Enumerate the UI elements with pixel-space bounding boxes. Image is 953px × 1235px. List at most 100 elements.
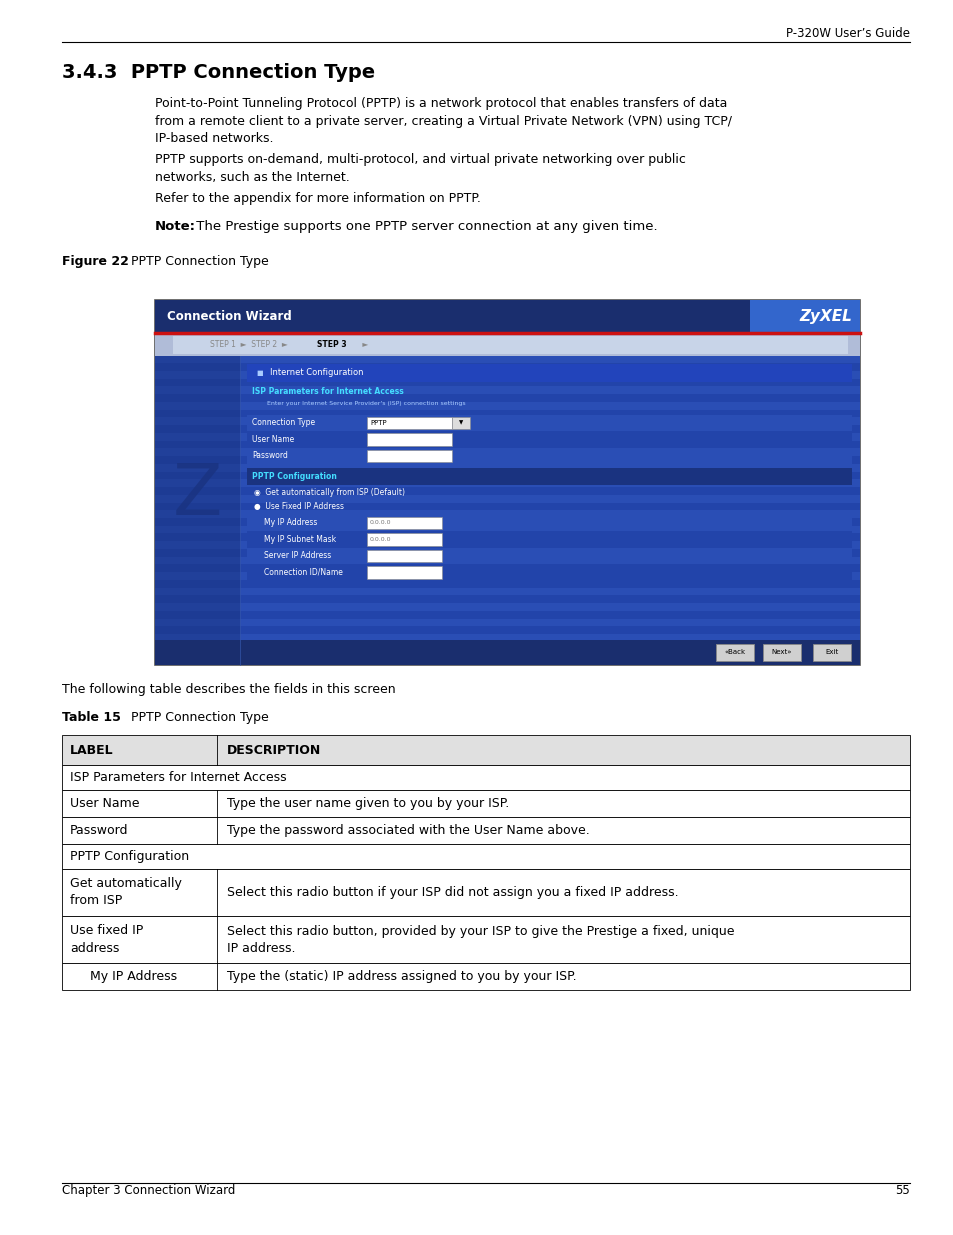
Text: PPTP Connection Type: PPTP Connection Type <box>119 711 269 724</box>
Bar <box>154 472 859 479</box>
Text: Server IP Address: Server IP Address <box>264 551 331 561</box>
Text: P-320W User’s Guide: P-320W User’s Guide <box>785 27 909 40</box>
Bar <box>367 566 441 578</box>
Bar <box>154 580 859 588</box>
Bar <box>62 818 909 844</box>
Text: Enter your Internet Service Provider's (ISP) connection settings: Enter your Internet Service Provider's (… <box>267 400 465 405</box>
Text: My IP Address: My IP Address <box>90 969 177 983</box>
Bar <box>154 433 859 441</box>
Bar <box>452 416 470 429</box>
Text: ●  Use Fixed IP Address: ● Use Fixed IP Address <box>253 501 344 511</box>
Bar <box>154 363 859 370</box>
Text: User Name: User Name <box>70 797 139 810</box>
Text: STEP 1  ►  STEP 2  ►: STEP 1 ► STEP 2 ► <box>210 340 288 350</box>
Text: My IP Address: My IP Address <box>264 519 317 527</box>
Text: Exit: Exit <box>824 650 838 656</box>
Bar <box>247 547 851 564</box>
Bar <box>154 387 859 394</box>
Text: IP-based networks.: IP-based networks. <box>154 132 274 144</box>
Text: ISP Parameters for Internet Access: ISP Parameters for Internet Access <box>70 771 286 784</box>
Bar <box>367 433 452 446</box>
Bar <box>154 417 859 425</box>
Bar <box>367 516 441 529</box>
Text: Internet Configuration: Internet Configuration <box>270 368 363 377</box>
Text: ►: ► <box>359 340 368 350</box>
Bar <box>154 356 240 664</box>
Text: from a remote client to a private server, creating a Virtual Private Network (VP: from a remote client to a private server… <box>154 115 731 127</box>
Bar <box>247 564 851 580</box>
Bar <box>154 370 859 379</box>
Bar <box>154 526 859 534</box>
Bar <box>154 495 859 503</box>
Bar <box>154 548 859 557</box>
Text: Type the (static) IP address assigned to you by your ISP.: Type the (static) IP address assigned to… <box>227 969 576 983</box>
Text: Connection ID/Name: Connection ID/Name <box>264 568 342 577</box>
Bar <box>247 447 851 464</box>
Text: Figure 22: Figure 22 <box>62 254 129 268</box>
Text: ◉  Get automatically from ISP (Default): ◉ Get automatically from ISP (Default) <box>253 488 405 496</box>
Bar <box>62 869 909 916</box>
Bar <box>154 464 859 472</box>
Text: «Back: «Back <box>723 650 745 656</box>
Bar <box>154 300 859 333</box>
Text: User Name: User Name <box>252 435 294 443</box>
Text: 0.0.0.0: 0.0.0.0 <box>370 537 391 542</box>
Bar <box>62 844 909 869</box>
Bar <box>247 363 851 382</box>
Bar <box>154 441 859 448</box>
Text: PPTP Configuration: PPTP Configuration <box>252 472 336 480</box>
Bar <box>154 479 859 487</box>
Bar <box>154 517 859 526</box>
Bar <box>154 619 859 626</box>
Text: STEP 3: STEP 3 <box>316 340 346 350</box>
Bar <box>154 642 859 650</box>
Text: ■: ■ <box>255 369 262 375</box>
Bar <box>154 356 859 363</box>
Bar <box>154 657 859 664</box>
Bar <box>154 503 859 510</box>
Text: Point-to-Point Tunneling Protocol (PPTP) is a network protocol that enables tran: Point-to-Point Tunneling Protocol (PPTP)… <box>154 98 726 110</box>
Bar <box>367 534 441 546</box>
Bar <box>172 336 847 353</box>
Bar <box>154 626 859 634</box>
Text: PPTP Connection Type: PPTP Connection Type <box>119 254 269 268</box>
Text: Select this radio button, provided by your ISP to give the Prestige a fixed, uni: Select this radio button, provided by yo… <box>227 925 734 955</box>
Bar <box>154 595 859 603</box>
Bar <box>716 643 753 661</box>
Bar <box>62 764 909 790</box>
Bar <box>154 401 859 410</box>
Text: ▼: ▼ <box>458 420 462 425</box>
Bar <box>367 416 452 429</box>
Text: Chapter 3 Connection Wizard: Chapter 3 Connection Wizard <box>62 1184 235 1197</box>
Bar <box>154 534 859 541</box>
Bar <box>247 468 851 484</box>
Bar <box>154 588 859 595</box>
Text: 55: 55 <box>894 1184 909 1197</box>
Text: PPTP: PPTP <box>370 420 386 426</box>
Bar <box>247 531 851 547</box>
Bar <box>154 611 859 619</box>
Text: Get automatically
from ISP: Get automatically from ISP <box>70 878 182 908</box>
Text: ZyXEL: ZyXEL <box>799 309 851 324</box>
Bar <box>247 431 851 447</box>
Bar <box>749 300 859 333</box>
Text: Note:: Note: <box>154 220 195 233</box>
Bar <box>154 603 859 611</box>
Bar <box>154 410 859 417</box>
Text: The Prestige supports one PPTP server connection at any given time.: The Prestige supports one PPTP server co… <box>192 220 657 233</box>
Bar <box>154 356 859 664</box>
Bar <box>367 550 441 562</box>
Text: networks, such as the Internet.: networks, such as the Internet. <box>154 170 350 184</box>
Text: ISP Parameters for Internet Access: ISP Parameters for Internet Access <box>252 387 403 395</box>
Bar <box>154 640 859 664</box>
Text: Use fixed IP
address: Use fixed IP address <box>70 925 143 955</box>
Bar <box>62 790 909 818</box>
Text: Z: Z <box>172 461 222 530</box>
Text: 0.0.0.0: 0.0.0.0 <box>370 520 391 525</box>
Text: My IP Subnet Mask: My IP Subnet Mask <box>264 535 335 543</box>
Text: Refer to the appendix for more information on PPTP.: Refer to the appendix for more informati… <box>154 191 480 205</box>
Bar <box>247 415 851 431</box>
Bar <box>154 564 859 572</box>
Text: 3.4.3  PPTP Connection Type: 3.4.3 PPTP Connection Type <box>62 63 375 82</box>
Bar <box>154 650 859 657</box>
